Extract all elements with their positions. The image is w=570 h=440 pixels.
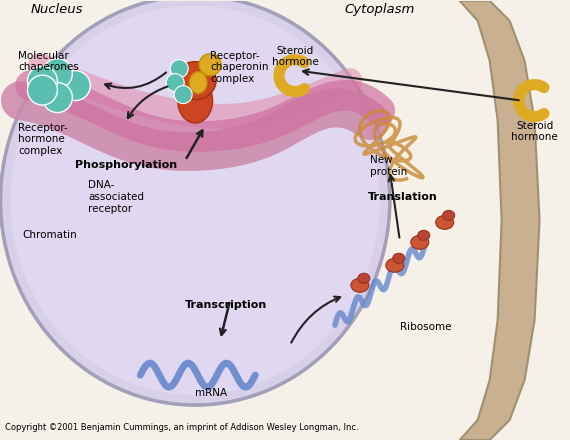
Ellipse shape: [1, 0, 390, 405]
Text: New
protein: New protein: [370, 155, 407, 177]
Text: Molecular
chaperones: Molecular chaperones: [18, 51, 79, 72]
Ellipse shape: [358, 273, 370, 283]
Text: mRNA: mRNA: [195, 388, 227, 398]
Text: Nucleus: Nucleus: [30, 3, 83, 16]
Text: DNA-
associated
receptor: DNA- associated receptor: [88, 180, 144, 214]
Ellipse shape: [199, 54, 221, 76]
Ellipse shape: [418, 231, 430, 240]
Text: Copyright ©2001 Benjamin Cummings, an imprint of Addison Wesley Longman, Inc.: Copyright ©2001 Benjamin Cummings, an im…: [6, 423, 359, 432]
Circle shape: [42, 59, 72, 88]
Circle shape: [174, 86, 192, 103]
Circle shape: [42, 83, 72, 113]
Text: Receptor-
hormone
complex: Receptor- hormone complex: [18, 123, 68, 156]
Text: Steroid
hormone: Steroid hormone: [272, 46, 319, 67]
Text: Steroid
hormone: Steroid hormone: [511, 121, 558, 142]
Text: Chromatin: Chromatin: [22, 231, 77, 240]
Ellipse shape: [393, 253, 405, 263]
Ellipse shape: [351, 278, 369, 292]
Circle shape: [60, 71, 90, 101]
Ellipse shape: [435, 216, 454, 229]
Text: Transcription: Transcription: [185, 300, 267, 310]
Text: Phosphorylation: Phosphorylation: [75, 161, 177, 170]
Text: Ribosome: Ribosome: [400, 322, 451, 332]
Ellipse shape: [386, 258, 404, 272]
Text: Cytoplasm: Cytoplasm: [345, 3, 416, 16]
Ellipse shape: [178, 78, 213, 123]
Circle shape: [27, 75, 58, 105]
Ellipse shape: [174, 62, 216, 99]
Circle shape: [166, 73, 184, 92]
Ellipse shape: [411, 235, 429, 249]
Circle shape: [170, 60, 188, 77]
Ellipse shape: [443, 210, 455, 220]
Circle shape: [27, 66, 58, 96]
Text: Receptor-
chaperonin
complex: Receptor- chaperonin complex: [210, 51, 268, 84]
Text: Translation: Translation: [368, 192, 438, 202]
Ellipse shape: [10, 6, 380, 395]
Ellipse shape: [189, 72, 207, 94]
Polygon shape: [459, 1, 540, 440]
